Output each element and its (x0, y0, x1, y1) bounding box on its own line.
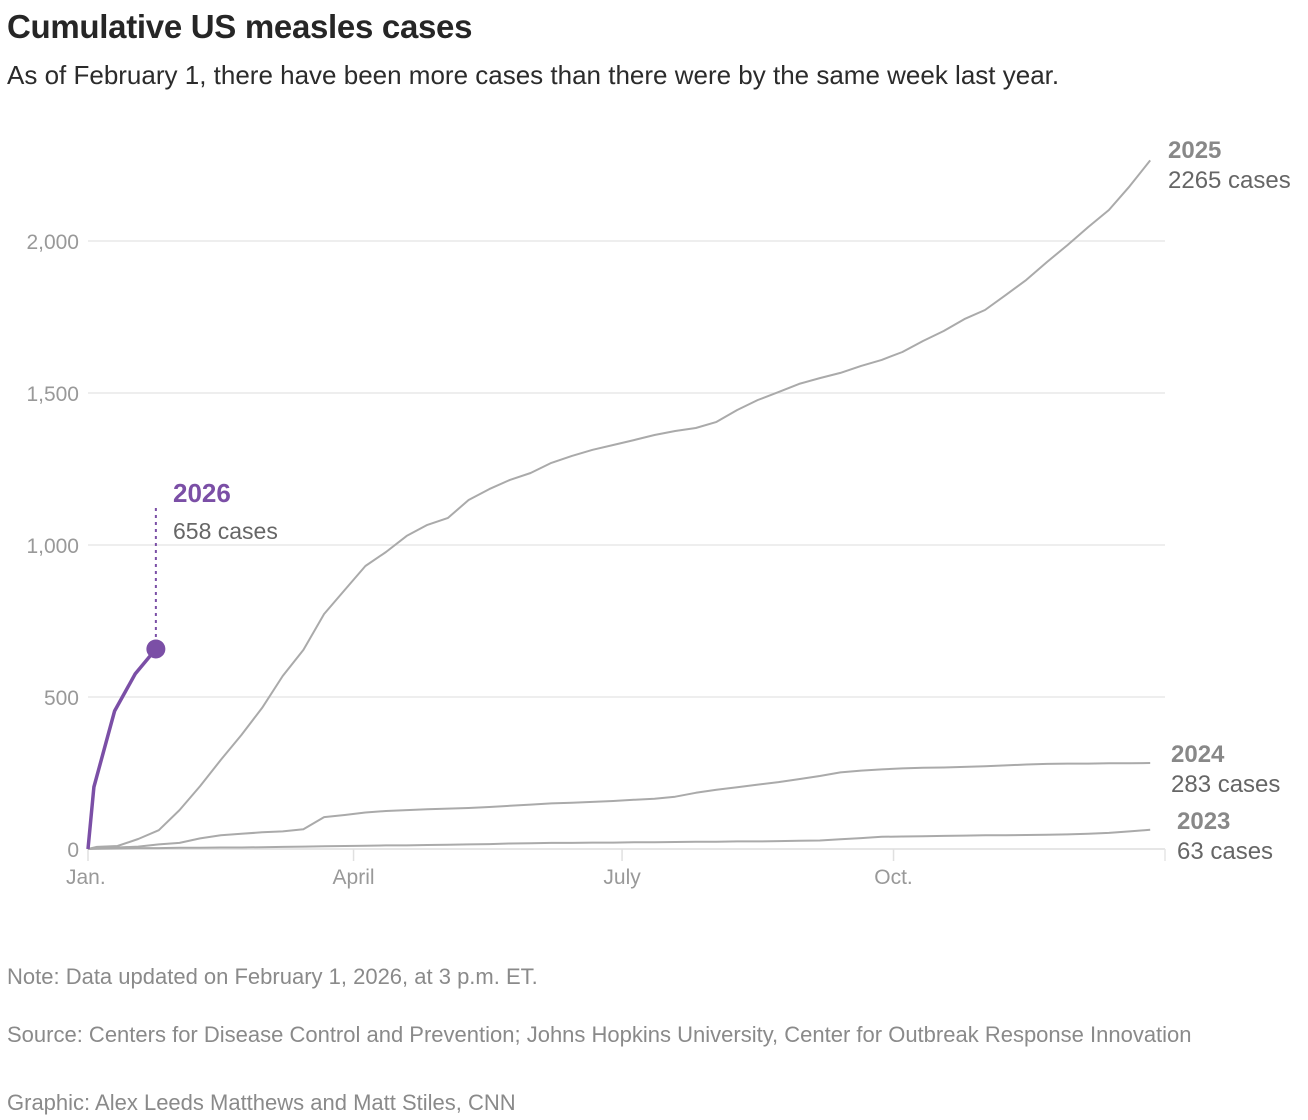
series-line-2023 (87, 828, 1151, 850)
y-tick-label: 500 (44, 687, 79, 710)
series-line-2026 (86, 647, 158, 850)
line-chart: 0 500 1,000 1,500 2,000 Jan. April July Oct. 2025… (26, 137, 1291, 889)
x-tick-label: Jan. (66, 866, 106, 889)
series-end-point-2026 (146, 639, 166, 659)
series-end-label-2024: 283 cases (1171, 771, 1280, 798)
chart-subtitle: As of February 1, there have been more c… (7, 60, 1060, 90)
y-tick-label: 1,000 (26, 535, 79, 558)
x-tick-label: Oct. (874, 866, 913, 889)
chart-title: Cumulative US measles cases (7, 8, 473, 45)
series-end-label-2023: 63 cases (1177, 838, 1273, 865)
series-label-2024: 2024 (1171, 741, 1225, 768)
series-end-label-2025: 2265 cases (1168, 167, 1291, 194)
series-label-2026: 2026 (173, 478, 231, 508)
series-end-label-2026: 658 cases (173, 518, 278, 544)
y-tick-label: 0 (67, 839, 79, 862)
series-label-2025: 2025 (1168, 137, 1221, 164)
x-tick-label: July (603, 866, 641, 889)
y-tick-label: 1,500 (26, 383, 79, 406)
x-tick-label: April (333, 866, 375, 889)
y-tick-label: 2,000 (26, 231, 79, 254)
source-note: Source: Centers for Disease Control and … (7, 1022, 1192, 1047)
series-line-2025 (87, 159, 1151, 850)
series-label-2023: 2023 (1177, 808, 1230, 835)
data-note: Note: Data updated on February 1, 2026, … (7, 964, 538, 989)
credit-note: Graphic: Alex Leeds Matthews and Matt St… (7, 1090, 516, 1115)
series-line-2024 (87, 762, 1151, 850)
